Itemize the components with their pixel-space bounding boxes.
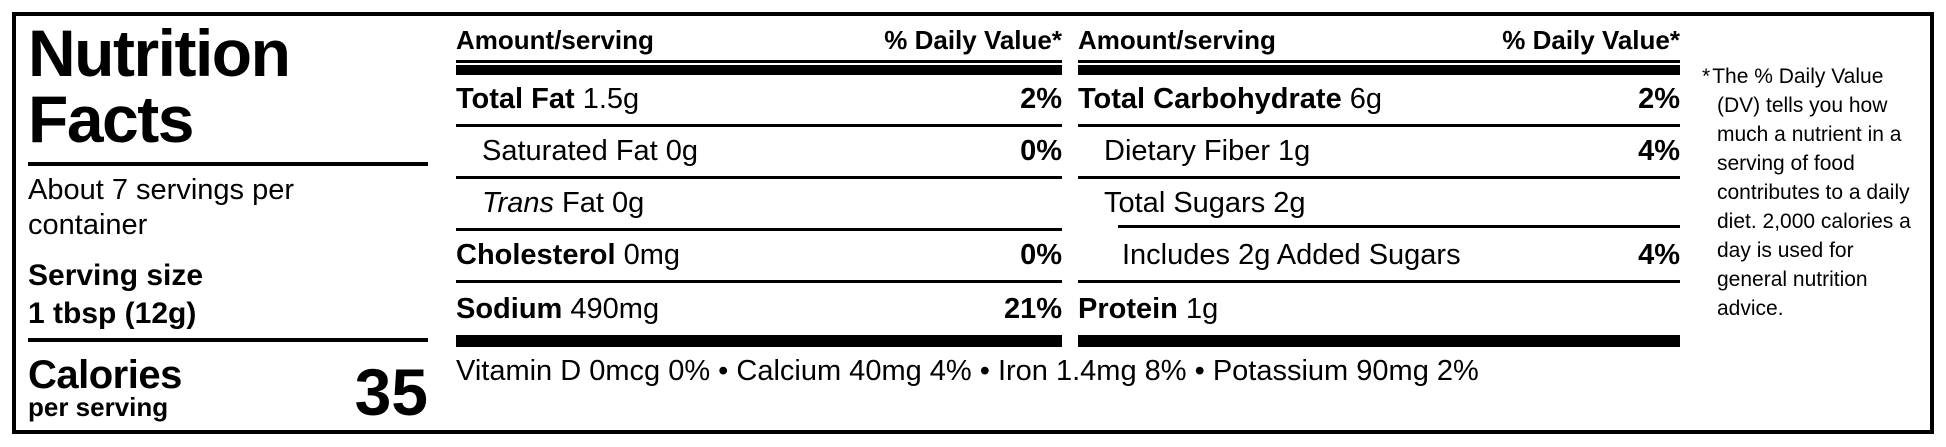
nutrient-row-added-sugars: Includes 2g Added Sugars 4% bbox=[1078, 231, 1680, 283]
thick-bar bbox=[456, 335, 1062, 347]
calories-sublabel: per serving bbox=[28, 392, 169, 422]
column-header: Amount/serving % Daily Value* bbox=[456, 25, 1062, 63]
footnote-asterisk: * bbox=[1702, 65, 1711, 88]
nutrient-row-saturated-fat: Saturated Fat 0g 0% bbox=[456, 127, 1062, 179]
nutrient-dv: 0% bbox=[1020, 135, 1062, 167]
column-header: Amount/serving % Daily Value* bbox=[1078, 25, 1680, 63]
nutrient-row-trans-fat: Trans Fat 0g bbox=[456, 179, 1062, 231]
serving-size-value: 1 tbsp (12g) bbox=[28, 297, 197, 330]
nutrient-dv: 0% bbox=[1020, 239, 1062, 271]
nutrient-column-carbohydrate: Amount/serving % Daily Value* Total Carb… bbox=[1078, 25, 1680, 347]
page-title: Nutrition Facts bbox=[28, 16, 291, 156]
header-daily-value: % Daily Value* bbox=[1502, 25, 1680, 55]
nutrient-name: Sodium 490mg bbox=[456, 292, 660, 325]
nutrient-row-total-carbohydrate: Total Carbohydrate 6g 2% bbox=[1078, 75, 1680, 127]
serving-divider bbox=[28, 338, 428, 342]
nutrient-name: Total Carbohydrate 6g bbox=[1078, 83, 1383, 115]
calories-labels: Calories per serving bbox=[28, 353, 182, 422]
calories-row: Calories per serving 35 bbox=[28, 350, 428, 429]
nutrient-name: Protein 1g bbox=[1078, 292, 1219, 325]
nutrient-row-dietary-fiber: Dietary Fiber 1g 4% bbox=[1078, 127, 1680, 179]
header-daily-value: % Daily Value* bbox=[884, 25, 1062, 55]
thick-bar bbox=[456, 65, 1062, 75]
nutrient-dv: 4% bbox=[1638, 239, 1680, 271]
calories-value: 35 bbox=[354, 355, 428, 429]
nutrient-column-fat: Amount/serving % Daily Value* Total Fat … bbox=[456, 25, 1062, 347]
nutrient-name: Cholesterol 0mg bbox=[456, 239, 681, 271]
nutrient-row-sodium: Sodium 490mg 21% bbox=[456, 283, 1062, 335]
nutrient-name: Includes 2g Added Sugars bbox=[1122, 239, 1461, 271]
footnote-text: The % Daily Value (DV) tells you how muc… bbox=[1712, 65, 1911, 320]
nutrient-dv: 21% bbox=[1003, 292, 1062, 325]
nutrient-row-total-sugars: Total Sugars 2g bbox=[1078, 179, 1680, 231]
nutrient-name: Trans Fat 0g bbox=[482, 187, 645, 219]
nutrient-dv: 2% bbox=[1638, 83, 1680, 115]
nutrient-dv: 2% bbox=[1020, 83, 1062, 115]
nutrient-row-cholesterol: Cholesterol 0mg 0% bbox=[456, 231, 1062, 283]
servings-per-container: About 7 servings per container bbox=[28, 174, 294, 241]
header-amount-serving: Amount/serving bbox=[1078, 25, 1276, 55]
nutrient-row-protein: Protein 1g bbox=[1078, 283, 1680, 335]
title-divider bbox=[28, 162, 428, 166]
label-border: Nutrition Facts About 7 servings per con… bbox=[12, 12, 1934, 434]
nutrient-name: Saturated Fat 0g bbox=[482, 135, 699, 167]
daily-value-footnote: *The % Daily Value (DV) tells you how mu… bbox=[1702, 62, 1928, 323]
thick-bar bbox=[1078, 335, 1680, 347]
calories-label: Calories bbox=[28, 353, 182, 397]
header-amount-serving: Amount/serving bbox=[456, 25, 654, 55]
nutrient-row-total-fat: Total Fat 1.5g 2% bbox=[456, 75, 1062, 127]
thick-bar bbox=[1078, 65, 1680, 75]
nutrient-dv: 4% bbox=[1638, 135, 1680, 167]
micronutrients-line: Vitamin D 0mcg 0% • Calcium 40mg 4% • Ir… bbox=[456, 355, 1479, 387]
nutrient-name: Total Fat 1.5g bbox=[456, 83, 640, 115]
nutrient-name: Dietary Fiber 1g bbox=[1104, 135, 1311, 167]
serving-size-label: Serving size bbox=[28, 259, 204, 292]
nutrient-name: Total Sugars 2g bbox=[1104, 187, 1306, 219]
